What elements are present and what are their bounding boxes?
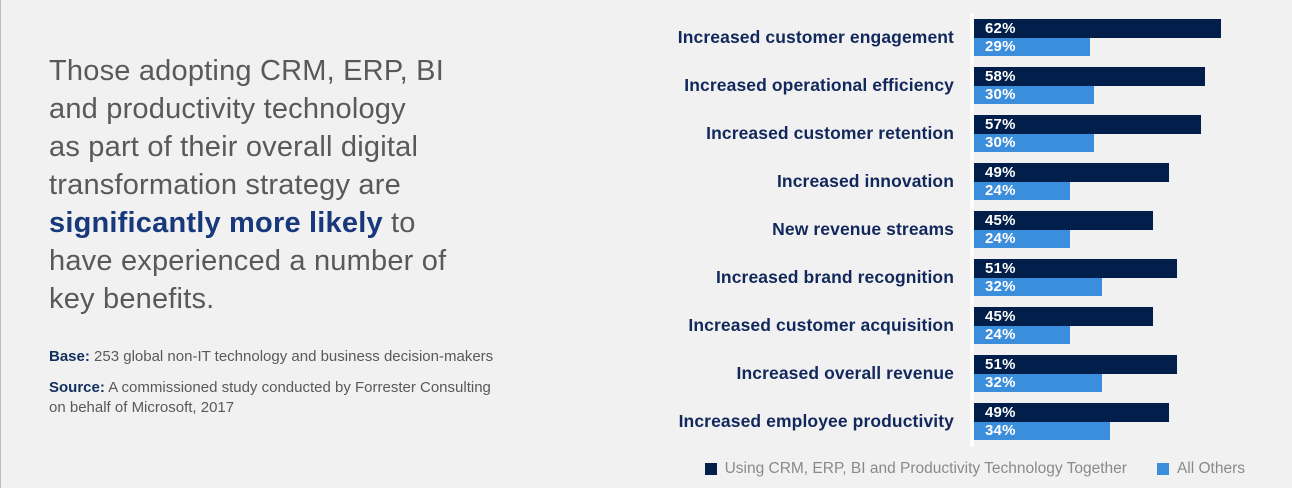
- category-label: Increased customer acquisition: [688, 315, 954, 335]
- headline-post: to have experienced a number of key bene…: [49, 207, 447, 315]
- bar-secondary: 30%: [974, 85, 1094, 104]
- chart-row: Increased employee productivity 49% 34%: [601, 403, 1292, 440]
- chart-legend: Using CRM, ERP, BI and Productivity Tech…: [704, 460, 1245, 478]
- chart-row: Increased customer acquisition 45% 24%: [601, 307, 1292, 344]
- bar-value-label: 30%: [985, 134, 1016, 152]
- bar-secondary: 24%: [974, 181, 1070, 200]
- category-label: Increased customer engagement: [677, 27, 954, 47]
- bar-value-label: 57%: [985, 115, 1016, 133]
- bar-group: 51% 32%: [974, 355, 1292, 392]
- legend-label-secondary: All Others: [1176, 460, 1245, 477]
- legend-item-secondary: All Others: [1156, 460, 1245, 478]
- chart-row: Increased innovation 49% 24%: [601, 163, 1292, 200]
- bar-group: 62% 29%: [974, 19, 1292, 56]
- source-label: Source:: [49, 379, 105, 396]
- bar-primary: 45%: [974, 211, 1154, 230]
- bar-primary: 49%: [974, 403, 1170, 422]
- bar-group: 45% 24%: [974, 211, 1292, 248]
- bar-secondary: 30%: [974, 133, 1094, 152]
- bar-value-label: 62%: [985, 19, 1016, 37]
- chart-row: Increased operational efficiency 58% 30%: [601, 67, 1292, 104]
- bar-group: 51% 32%: [974, 259, 1292, 296]
- bar-rows: Increased customer engagement 62% 29% Incre…: [601, 19, 1292, 440]
- legend-item-primary: Using CRM, ERP, BI and Productivity Tech…: [704, 460, 1127, 478]
- bar-group: 58% 30%: [974, 67, 1292, 104]
- chart-row: Increased customer engagement 62% 29%: [601, 19, 1292, 56]
- bar-value-label: 34%: [985, 422, 1016, 440]
- chart-row: New revenue streams 45% 24%: [601, 211, 1292, 248]
- category-label: Increased overall revenue: [736, 363, 954, 383]
- bar-secondary: 24%: [974, 229, 1070, 248]
- bar-secondary: 34%: [974, 421, 1110, 440]
- legend-swatch-primary-icon: [704, 463, 717, 475]
- base-text: 253 global non-IT technology and busines…: [89, 348, 494, 365]
- bar-group: 49% 24%: [974, 163, 1292, 200]
- category-label: New revenue streams: [772, 219, 954, 239]
- bar-group: 57% 30%: [974, 115, 1292, 152]
- bar-value-label: 24%: [985, 182, 1016, 200]
- bar-secondary: 32%: [974, 277, 1102, 296]
- bar-value-label: 51%: [985, 355, 1016, 373]
- bar-value-label: 29%: [985, 38, 1016, 56]
- bar-primary: 57%: [974, 115, 1202, 134]
- bar-group: 49% 34%: [974, 403, 1292, 440]
- chart-row: Increased overall revenue 51% 32%: [601, 355, 1292, 392]
- bar-primary: 45%: [974, 307, 1154, 326]
- bar-value-label: 32%: [985, 374, 1016, 392]
- headline-paragraph: Those adopting CRM, ERP, BI and producti…: [49, 52, 529, 318]
- bar-secondary: 24%: [974, 325, 1070, 344]
- bar-value-label: 51%: [985, 259, 1016, 277]
- headline-pre: Those adopting CRM, ERP, BI and producti…: [49, 55, 444, 201]
- base-label: Base:: [49, 348, 90, 365]
- legend-label-primary: Using CRM, ERP, BI and Productivity Tech…: [724, 460, 1127, 477]
- bar-value-label: 49%: [985, 163, 1016, 181]
- category-label: Increased operational efficiency: [684, 75, 954, 95]
- bar-value-label: 24%: [985, 230, 1016, 248]
- bar-value-label: 45%: [985, 307, 1016, 325]
- category-label: Increased employee productivity: [678, 411, 954, 431]
- chart-row: Increased brand recognition 51% 32%: [601, 259, 1292, 296]
- bar-primary: 62%: [974, 19, 1222, 38]
- bar-secondary: 32%: [974, 373, 1102, 392]
- bar-primary: 51%: [974, 259, 1178, 278]
- bar-value-label: 24%: [985, 326, 1016, 344]
- base-note: Base: 253 global non-IT technology and b…: [49, 347, 549, 367]
- bar-chart: Increased customer engagement 62% 29% Incre…: [601, 13, 1292, 451]
- bar-primary: 58%: [974, 67, 1206, 86]
- chart-axis-line: [970, 13, 974, 447]
- bar-value-label: 49%: [985, 403, 1016, 421]
- chart-row: Increased customer retention 57% 30%: [601, 115, 1292, 152]
- category-label: Increased brand recognition: [715, 267, 954, 287]
- bar-value-label: 30%: [985, 86, 1016, 104]
- bar-value-label: 58%: [985, 67, 1016, 85]
- bar-secondary: 29%: [974, 37, 1090, 56]
- category-label: Increased innovation: [776, 171, 954, 191]
- source-text: A commissioned study conducted by Forres…: [49, 379, 491, 416]
- source-note: Source: A commissioned study conducted b…: [49, 378, 529, 418]
- bar-group: 45% 24%: [974, 307, 1292, 344]
- category-label: Increased customer retention: [706, 123, 954, 143]
- legend-swatch-secondary-icon: [1156, 463, 1169, 475]
- bar-primary: 51%: [974, 355, 1178, 374]
- headline-highlight: significantly more likely: [49, 207, 383, 239]
- bar-primary: 49%: [974, 163, 1170, 182]
- bar-value-label: 45%: [985, 211, 1016, 229]
- bar-value-label: 32%: [985, 278, 1016, 296]
